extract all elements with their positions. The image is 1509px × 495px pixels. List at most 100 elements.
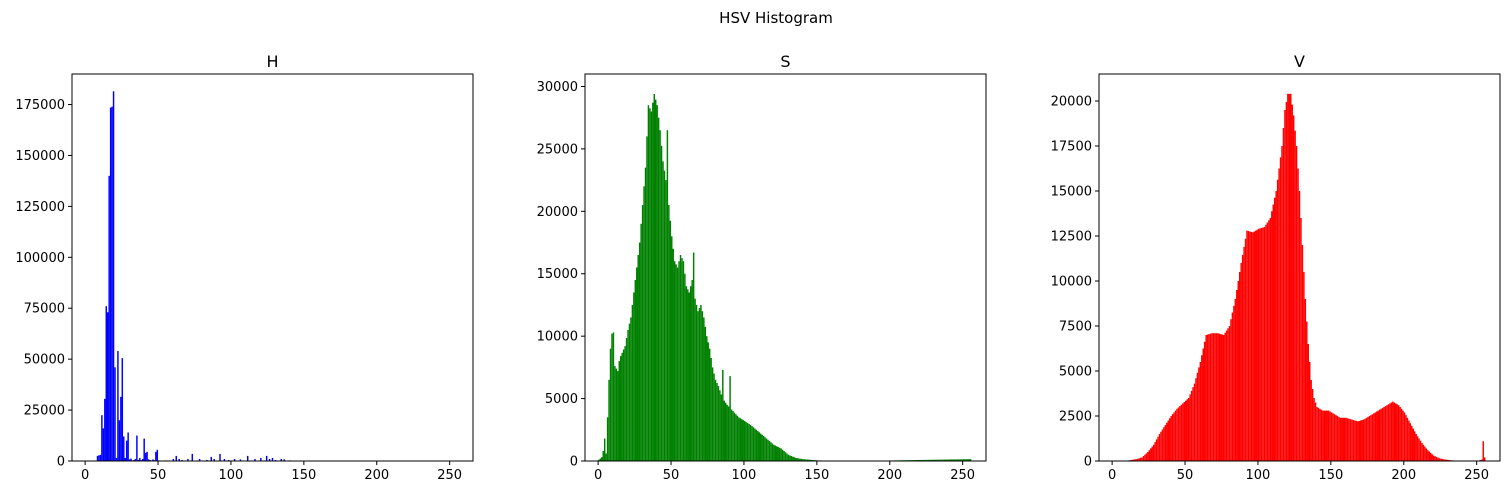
h-bar <box>191 453 194 461</box>
h-bar <box>99 454 102 461</box>
v-bar <box>1412 428 1414 461</box>
s-bar <box>968 459 970 461</box>
s-bar <box>657 117 660 461</box>
v-bar <box>1295 146 1298 461</box>
s-bar <box>752 427 755 461</box>
v-bar <box>1144 454 1146 461</box>
h-bar <box>233 458 236 461</box>
v-xtick-label: 250 <box>1464 468 1489 483</box>
v-bar <box>1377 410 1379 461</box>
s-bar <box>659 130 661 461</box>
s-bar <box>653 93 655 461</box>
s-axes-frame <box>584 73 987 462</box>
v-bar <box>1437 457 1439 462</box>
h-xtick-label: 250 <box>437 468 462 483</box>
h-bar <box>101 415 103 461</box>
s-bar <box>710 358 712 461</box>
s-bar <box>656 105 658 462</box>
s-bar <box>665 180 667 462</box>
v-bar <box>1320 409 1323 461</box>
s-bar <box>603 438 606 461</box>
s-bar <box>732 411 734 461</box>
h-xtick-label: 200 <box>364 468 389 483</box>
s-bar <box>965 459 968 461</box>
h-bar <box>280 458 282 461</box>
v-bar <box>1268 220 1270 461</box>
v-bar <box>1257 228 1260 461</box>
v-bar <box>1205 335 1207 461</box>
v-bar <box>1288 93 1291 462</box>
s-bar <box>777 447 779 461</box>
figure-title: HSV Histogram <box>719 9 833 27</box>
v-ytick-label: 2500 <box>1059 410 1092 425</box>
s-bar <box>615 368 618 461</box>
v-bar <box>1301 245 1304 461</box>
v-bar <box>1255 230 1257 461</box>
v-bar <box>1432 455 1435 461</box>
s-bar <box>751 426 753 461</box>
s-bar <box>741 419 743 461</box>
s-bar <box>736 415 739 461</box>
s-bar <box>630 317 632 461</box>
s-bar <box>711 367 714 461</box>
v-bar <box>1266 222 1269 461</box>
v-ytick-label: 15000 <box>1051 185 1092 200</box>
h-bar <box>123 436 125 461</box>
v-bar <box>1430 452 1432 461</box>
s-bar <box>786 453 788 461</box>
v-bar <box>1132 459 1134 461</box>
s-bar <box>685 286 688 461</box>
v-bar <box>1354 420 1356 461</box>
v-bar <box>1322 410 1324 461</box>
v-bar <box>1300 218 1302 461</box>
v-ytick-label: 5000 <box>1059 365 1092 380</box>
s-bar <box>932 459 934 461</box>
h-histogram-panel: H 0 50 100 150 200 250 0 25000 50000 75000 100000 12… <box>15 52 474 483</box>
s-bar <box>637 255 639 461</box>
v-bar <box>1332 413 1334 461</box>
h-bar <box>114 367 116 461</box>
v-bar <box>1224 332 1226 461</box>
v-bar <box>1290 93 1292 462</box>
h-bar <box>228 459 230 461</box>
v-bar <box>1160 431 1162 461</box>
v-bar <box>1148 450 1151 461</box>
s-bar <box>636 267 638 461</box>
v-bar <box>1198 367 1200 461</box>
s-bar <box>746 423 749 461</box>
s-bar <box>738 417 740 461</box>
s-bar <box>676 267 679 461</box>
v-bar <box>1192 387 1194 461</box>
s-bar <box>967 459 969 461</box>
v-bar <box>1357 421 1359 461</box>
h-bar <box>125 440 128 461</box>
s-bar <box>605 453 607 461</box>
h-bar <box>181 459 183 461</box>
h-bar <box>143 438 145 461</box>
s-bar <box>633 292 635 461</box>
s-bar <box>754 428 756 461</box>
s-bar <box>806 459 809 461</box>
v-bar <box>1193 383 1196 461</box>
s-bar <box>599 458 602 461</box>
s-bar <box>631 304 634 461</box>
v-bar <box>1373 413 1375 461</box>
v-bar <box>1335 415 1337 461</box>
h-bar <box>127 432 129 461</box>
v-bar <box>1329 411 1331 461</box>
s-bar <box>780 448 782 461</box>
h-bar <box>239 459 242 461</box>
s-bar <box>707 342 709 461</box>
v-bar <box>1212 333 1215 461</box>
v-bar <box>1403 412 1406 461</box>
s-bar <box>714 379 717 461</box>
h-bar <box>213 458 215 461</box>
h-bars <box>96 91 457 462</box>
h-bar <box>147 459 150 461</box>
s-bar <box>646 136 648 462</box>
h-ytick-label: 0 <box>57 455 65 470</box>
v-bar <box>1341 417 1343 461</box>
v-bar <box>1222 335 1225 461</box>
v-bar <box>1164 425 1167 461</box>
s-bar <box>809 459 812 461</box>
